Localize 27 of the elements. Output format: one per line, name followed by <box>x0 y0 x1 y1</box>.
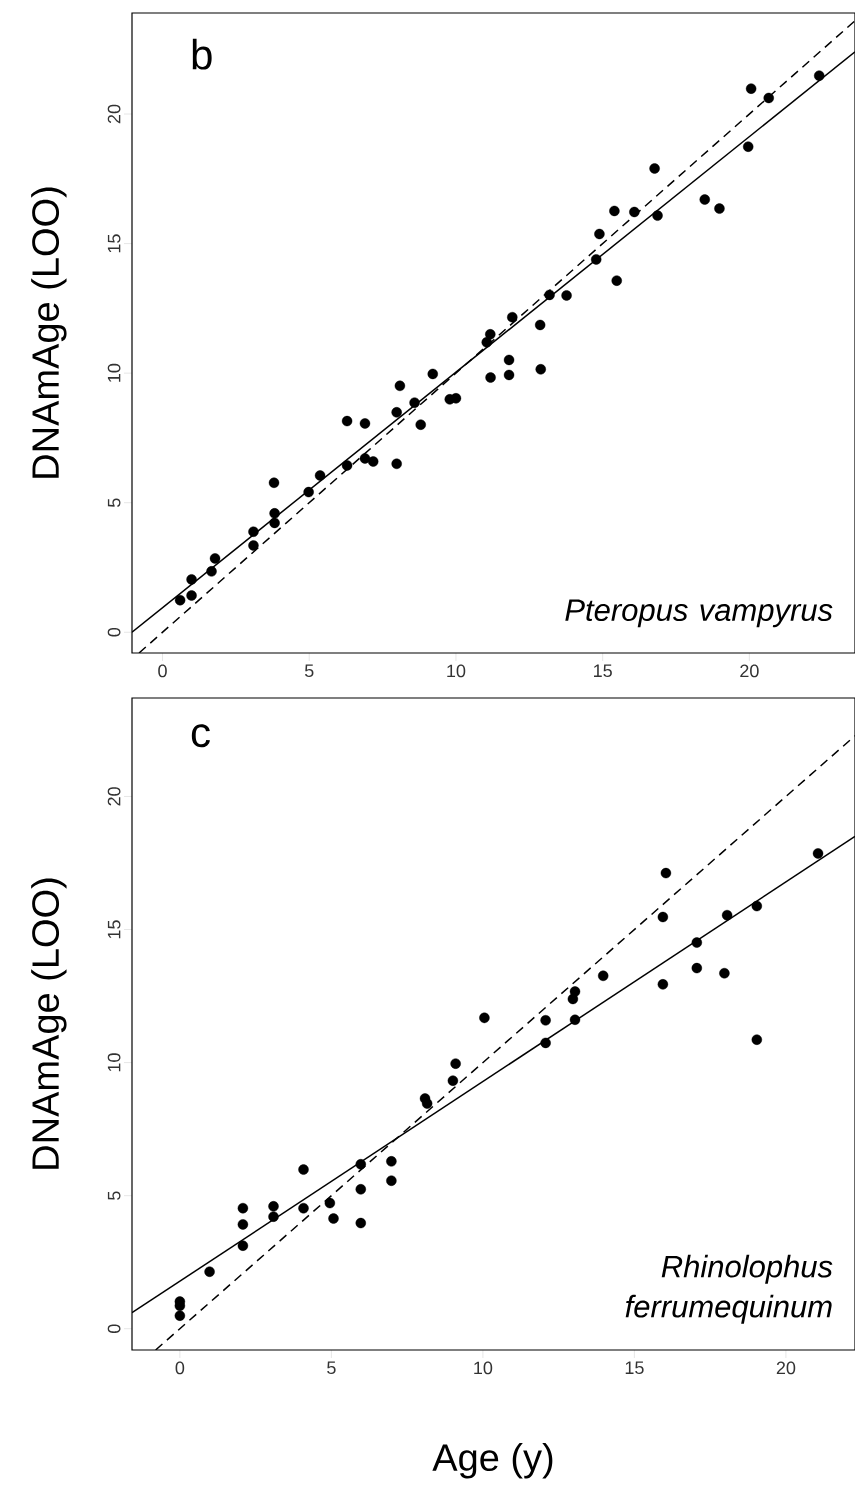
y-tick-label: 10 <box>107 1053 121 1072</box>
annotation: Pteropus vampyrus <box>565 599 833 628</box>
x-tick-label: 20 <box>776 1361 796 1375</box>
y-tick-label: 10 <box>107 363 121 382</box>
x-tick-label: 5 <box>327 1361 336 1375</box>
annotation: Rhinolophus ferrumequinum <box>625 1254 833 1324</box>
y-axis-title: DNAmAge (LOO) <box>31 187 67 478</box>
y-tick-label: 20 <box>107 787 121 806</box>
y-tick-label: 20 <box>107 104 121 124</box>
y-axis-title: DNAmAge (LOO) <box>31 878 67 1169</box>
x-tick-label: 0 <box>158 664 167 678</box>
x-tick-label: 10 <box>474 1361 493 1375</box>
x-tick-label: 10 <box>447 664 466 678</box>
x-axis-title: Age (y) <box>432 1443 553 1479</box>
y-tick-label: 5 <box>107 498 121 507</box>
x-tick-label: 15 <box>594 664 612 678</box>
x-tick-label: 5 <box>304 664 314 678</box>
x-tick-label: 0 <box>175 1361 185 1375</box>
y-tick-label: 15 <box>107 920 121 939</box>
y-tick-label: 0 <box>107 627 121 637</box>
y-tick-label: 0 <box>107 1324 121 1334</box>
y-tick-label: 5 <box>107 1191 121 1200</box>
y-tick-label: 15 <box>107 234 121 253</box>
annotation: b <box>192 38 212 70</box>
x-tick-label: 20 <box>740 664 759 678</box>
x-tick-label: 15 <box>625 1361 644 1375</box>
annotation: c <box>191 724 210 748</box>
